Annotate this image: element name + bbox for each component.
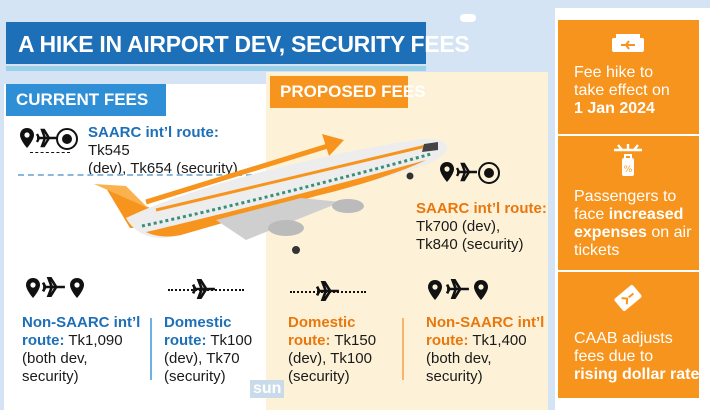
title-stripe	[6, 66, 426, 71]
location-pin-icon	[440, 162, 454, 182]
ticket-icon	[612, 34, 644, 52]
svg-text:%: %	[624, 165, 633, 175]
info-box-passenger-expenses: % Passengers to face increased expenses …	[558, 136, 699, 270]
proposed-fees-heading: PROPOSED FEES	[270, 76, 425, 108]
box2-text: Passengers to face increased expenses on…	[574, 188, 692, 259]
airplane-icon	[192, 278, 215, 300]
current-saarc-info: SAARC int’l route: Tk545 (dev), Tk654 (s…	[88, 124, 238, 177]
airplane-icon	[36, 128, 57, 148]
airplane-icon	[446, 278, 469, 300]
section-divider	[18, 174, 252, 176]
box1-text: Fee hike to take effect on 1 Jan 2024	[574, 64, 670, 117]
title-bar: A HIKE IN AIRPORT DEV, SECURITY FEES	[6, 22, 470, 64]
lion-emblem-icon	[56, 128, 78, 150]
airplane-illustration	[94, 134, 448, 254]
route-dash	[30, 152, 70, 153]
sun-logo: sun	[250, 380, 285, 398]
info-box-effective-date: Fee hike to take effect on 1 Jan 2024	[558, 20, 699, 134]
location-pin-icon	[474, 280, 488, 300]
ticket-tag-icon	[614, 284, 642, 312]
page-title: A HIKE IN AIRPORT DEV, SECURITY FEES	[18, 31, 470, 57]
location-pin-icon	[70, 278, 84, 298]
current-fees-heading: CURRENT FEES	[6, 84, 166, 116]
info-box-caab-adjustment: CAAB adjusts fees due to rising dollar r…	[558, 272, 699, 398]
proposed-saarc-info: SAARC int’l route: Tk700 (dev), Tk840 (s…	[416, 200, 547, 253]
current-nonsaarc-info: Non-SAARC int’l route: Tk1,090 (both dev…	[22, 314, 141, 385]
location-pin-icon	[20, 128, 34, 148]
proposed-domestic-info: Domestic route: Tk150 (dev), Tk100 (secu…	[288, 314, 377, 385]
location-pin-icon	[26, 278, 40, 298]
decorative-pill	[460, 14, 476, 22]
box3-text: CAAB adjusts fees due to rising dollar r…	[574, 330, 700, 383]
luggage-icon: %	[614, 144, 642, 176]
column-divider	[150, 318, 152, 380]
column-divider	[402, 318, 404, 380]
airplane-icon	[316, 280, 339, 302]
current-domestic-info: Domestic route: Tk100 (dev), Tk70 (secur…	[164, 314, 253, 385]
proposed-fees-panel	[266, 72, 548, 410]
proposed-nonsaarc-info: Non-SAARC int’l route: Tk1,400 (both dev…	[426, 314, 545, 385]
airplane-icon	[456, 162, 477, 182]
lion-emblem-icon	[478, 162, 500, 184]
location-pin-icon	[428, 280, 442, 300]
airplane-icon	[42, 276, 65, 298]
